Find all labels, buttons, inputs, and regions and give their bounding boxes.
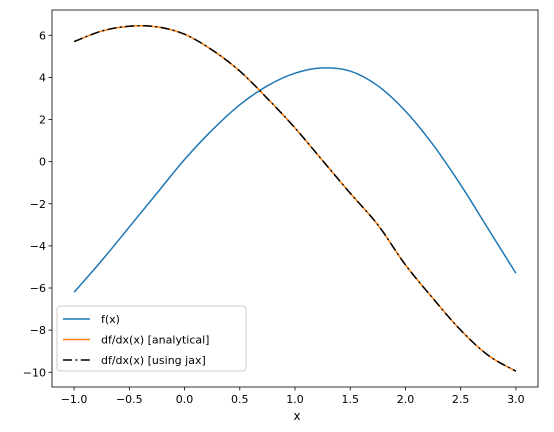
legend-label-3: df/dx(x) [using jax]: [101, 354, 206, 367]
axes: −1.0 −0.5 0.0 0.5 1.0 1.5 2.0 2.5 3.0 −10 −8 −6 −4 −2…: [23, 9, 539, 406]
plot-area: [73, 25, 517, 372]
y-tick-label: 6: [39, 29, 46, 42]
legend-label-1: f(x): [101, 313, 120, 326]
legend-label-2: df/dx(x) [analytical]: [101, 334, 209, 347]
x-tick-label: 2.5: [452, 393, 470, 406]
y-tick-label: −8: [30, 324, 46, 337]
x-axis-label: x: [293, 409, 300, 423]
x-tick-label: 0.5: [231, 393, 249, 406]
x-tick-label: −0.5: [116, 393, 143, 406]
x-tick-label: 1.0: [286, 393, 304, 406]
series-line-1: [73, 67, 517, 293]
x-tick-label: 1.5: [341, 393, 359, 406]
x-tick-label: −1.0: [61, 393, 88, 406]
y-tick-label: −6: [30, 282, 46, 295]
y-tick-label: −4: [30, 240, 46, 253]
series-line-3: [73, 25, 517, 372]
y-tick-label: 4: [39, 71, 46, 84]
x-tick-label: 3.0: [507, 393, 525, 406]
y-tick-label: −10: [23, 366, 46, 379]
legend: f(x) df/dx(x) [analytical] df/dx(x) [using…: [56, 305, 247, 372]
x-tick-label: 2.0: [397, 393, 415, 406]
y-tick-label: 0: [39, 156, 46, 169]
y-tick-label: 2: [39, 114, 46, 127]
legend-box: [56, 305, 247, 372]
y-tick-label: −2: [30, 198, 46, 211]
x-tick-label: 0.0: [176, 393, 194, 406]
series-lines: [73, 25, 517, 372]
